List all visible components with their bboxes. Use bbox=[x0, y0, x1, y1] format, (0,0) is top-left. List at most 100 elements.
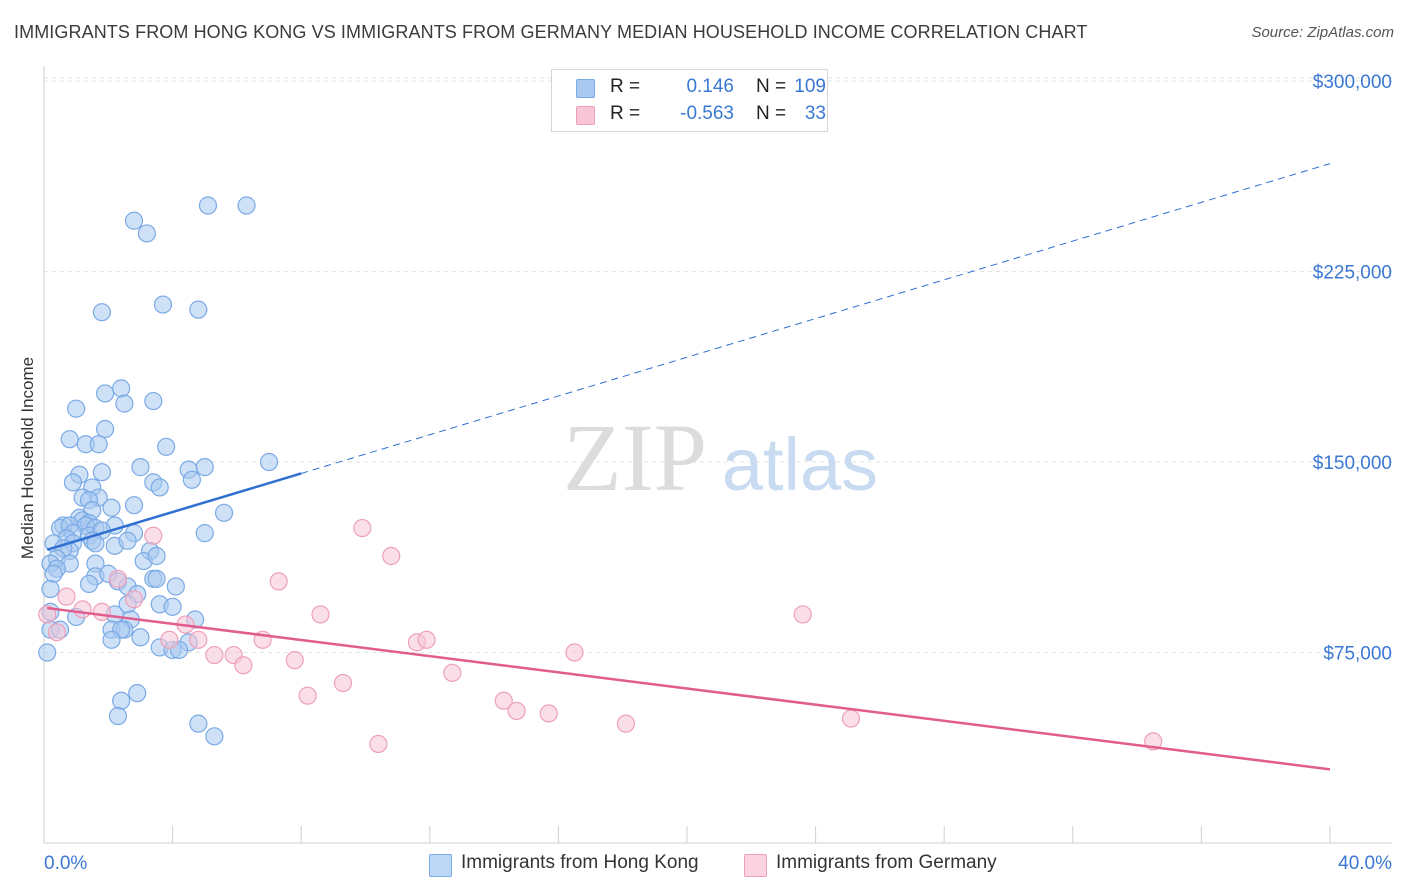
germany-point bbox=[205, 645, 224, 665]
germany-point bbox=[507, 701, 526, 721]
legend-r-value: -0.563 bbox=[680, 103, 734, 124]
hong-kong-point bbox=[60, 430, 79, 449]
germany-point bbox=[369, 734, 388, 754]
hong-kong-point bbox=[102, 498, 121, 517]
germany-point bbox=[333, 673, 353, 693]
germany-point bbox=[285, 651, 304, 670]
hong-kong-point bbox=[63, 473, 83, 492]
hong-kong-point bbox=[108, 706, 128, 726]
grid-lines bbox=[44, 77, 1392, 654]
hong-kong-point bbox=[124, 496, 144, 515]
hong-kong-trend-line bbox=[46, 472, 302, 551]
legend-n-label: N = bbox=[756, 76, 787, 97]
hong-kong-point bbox=[41, 579, 60, 599]
germany-point bbox=[269, 572, 288, 591]
germany-point bbox=[417, 630, 436, 649]
bottom-legend-swatch-hong-kong bbox=[429, 854, 452, 877]
germany-point bbox=[793, 605, 812, 624]
hong-kong-point bbox=[214, 503, 234, 522]
hong-kong-point bbox=[112, 379, 131, 398]
hong-kong-point bbox=[92, 463, 111, 482]
legend-n-value: 33 bbox=[804, 103, 826, 124]
hong-kong-point bbox=[166, 577, 185, 596]
hong-kong-point bbox=[95, 384, 115, 403]
germany-point bbox=[73, 600, 92, 619]
germany-point bbox=[234, 656, 253, 675]
hong-kong-point bbox=[150, 478, 169, 497]
axes bbox=[43, 66, 1392, 844]
germany-point bbox=[841, 709, 861, 728]
hong-kong-point bbox=[144, 391, 163, 411]
legend-r-value: 0.146 bbox=[686, 76, 734, 97]
hong-kong-point bbox=[163, 597, 182, 616]
trend-lines bbox=[46, 163, 1331, 771]
hong-kong-point bbox=[131, 628, 150, 647]
chart-title: IMMIGRANTS FROM HONG KONG VS IMMIGRANTS … bbox=[14, 22, 1088, 42]
hong-kong-point bbox=[198, 196, 218, 215]
hong-kong-point bbox=[189, 714, 208, 733]
source-label: Source: ZipAtlas.com bbox=[1251, 24, 1394, 41]
hong-kong-point bbox=[237, 196, 256, 215]
hong-kong-point bbox=[137, 224, 156, 243]
germany-point bbox=[189, 630, 208, 649]
hong-kong-point bbox=[195, 458, 214, 477]
hong-kong-point bbox=[95, 419, 115, 439]
hong-kong-point bbox=[115, 394, 134, 413]
germany-point bbox=[353, 518, 372, 538]
watermark-atlas: atlas bbox=[722, 423, 878, 506]
hong-kong-point bbox=[147, 569, 166, 588]
hong-kong-point bbox=[157, 437, 176, 456]
legend-r-label: R = bbox=[610, 103, 641, 124]
y-tick-label: $300,000 bbox=[1313, 72, 1392, 93]
y-tick-label: $75,000 bbox=[1323, 644, 1392, 665]
hong-kong-point bbox=[205, 727, 224, 746]
hong-kong-point bbox=[153, 295, 173, 314]
x-tick-label-max: 40.0% bbox=[1338, 853, 1392, 874]
hong-kong-point bbox=[67, 399, 86, 418]
hong-kong-point bbox=[44, 564, 63, 583]
hong-kong-point bbox=[195, 524, 214, 543]
germany-point bbox=[539, 704, 558, 723]
germany-point bbox=[160, 630, 179, 649]
germany-point bbox=[298, 686, 317, 705]
germany-point bbox=[144, 526, 163, 545]
stats-legend: R = 0.146 N = 109 R = -0.563 N = 33 bbox=[551, 69, 828, 132]
hong-kong-point bbox=[124, 211, 144, 230]
data-points bbox=[38, 196, 1163, 754]
watermark-zip: ZIP bbox=[563, 404, 707, 511]
hong-kong-point bbox=[128, 684, 147, 703]
germany-point bbox=[108, 569, 128, 588]
hong-kong-point bbox=[102, 630, 121, 649]
germany-point bbox=[38, 605, 57, 624]
germany-point bbox=[443, 663, 462, 682]
legend-swatch-germany bbox=[576, 106, 595, 125]
bottom-legend-label: Immigrants from Hong Kong bbox=[461, 852, 699, 873]
bottom-legend-swatch-germany bbox=[744, 854, 767, 877]
hong-kong-point bbox=[189, 300, 208, 319]
germany-point bbox=[616, 714, 636, 733]
germany-point bbox=[494, 691, 513, 710]
legend-swatch-hong-kong bbox=[576, 79, 595, 98]
germany-point bbox=[565, 643, 584, 662]
hong-kong-point bbox=[79, 574, 99, 594]
legend-n-value: 109 bbox=[794, 76, 826, 97]
germany-point bbox=[57, 587, 76, 606]
y-tick-label: $225,000 bbox=[1313, 263, 1392, 284]
hong-kong-point bbox=[118, 531, 137, 550]
hong-kong-point bbox=[112, 691, 131, 710]
germany-point bbox=[92, 602, 111, 621]
tick-labels: $75,000 $150,000 $225,000 $300,000 0.0% 40.0% bbox=[44, 72, 1392, 874]
watermark: ZIP atlas bbox=[563, 404, 878, 511]
hong-kong-point bbox=[92, 303, 111, 322]
hong-kong-point bbox=[38, 643, 57, 662]
hong-kong-point bbox=[182, 470, 201, 489]
legend-r-label: R = bbox=[610, 76, 641, 97]
hong-kong-point bbox=[131, 458, 150, 477]
hong-kong-point bbox=[147, 546, 166, 566]
germany-point bbox=[311, 605, 330, 624]
germany-point bbox=[47, 623, 66, 642]
hong-kong-point bbox=[259, 452, 279, 472]
germany-trend-line bbox=[47, 606, 1331, 771]
x-tick-label-min: 0.0% bbox=[44, 853, 87, 874]
